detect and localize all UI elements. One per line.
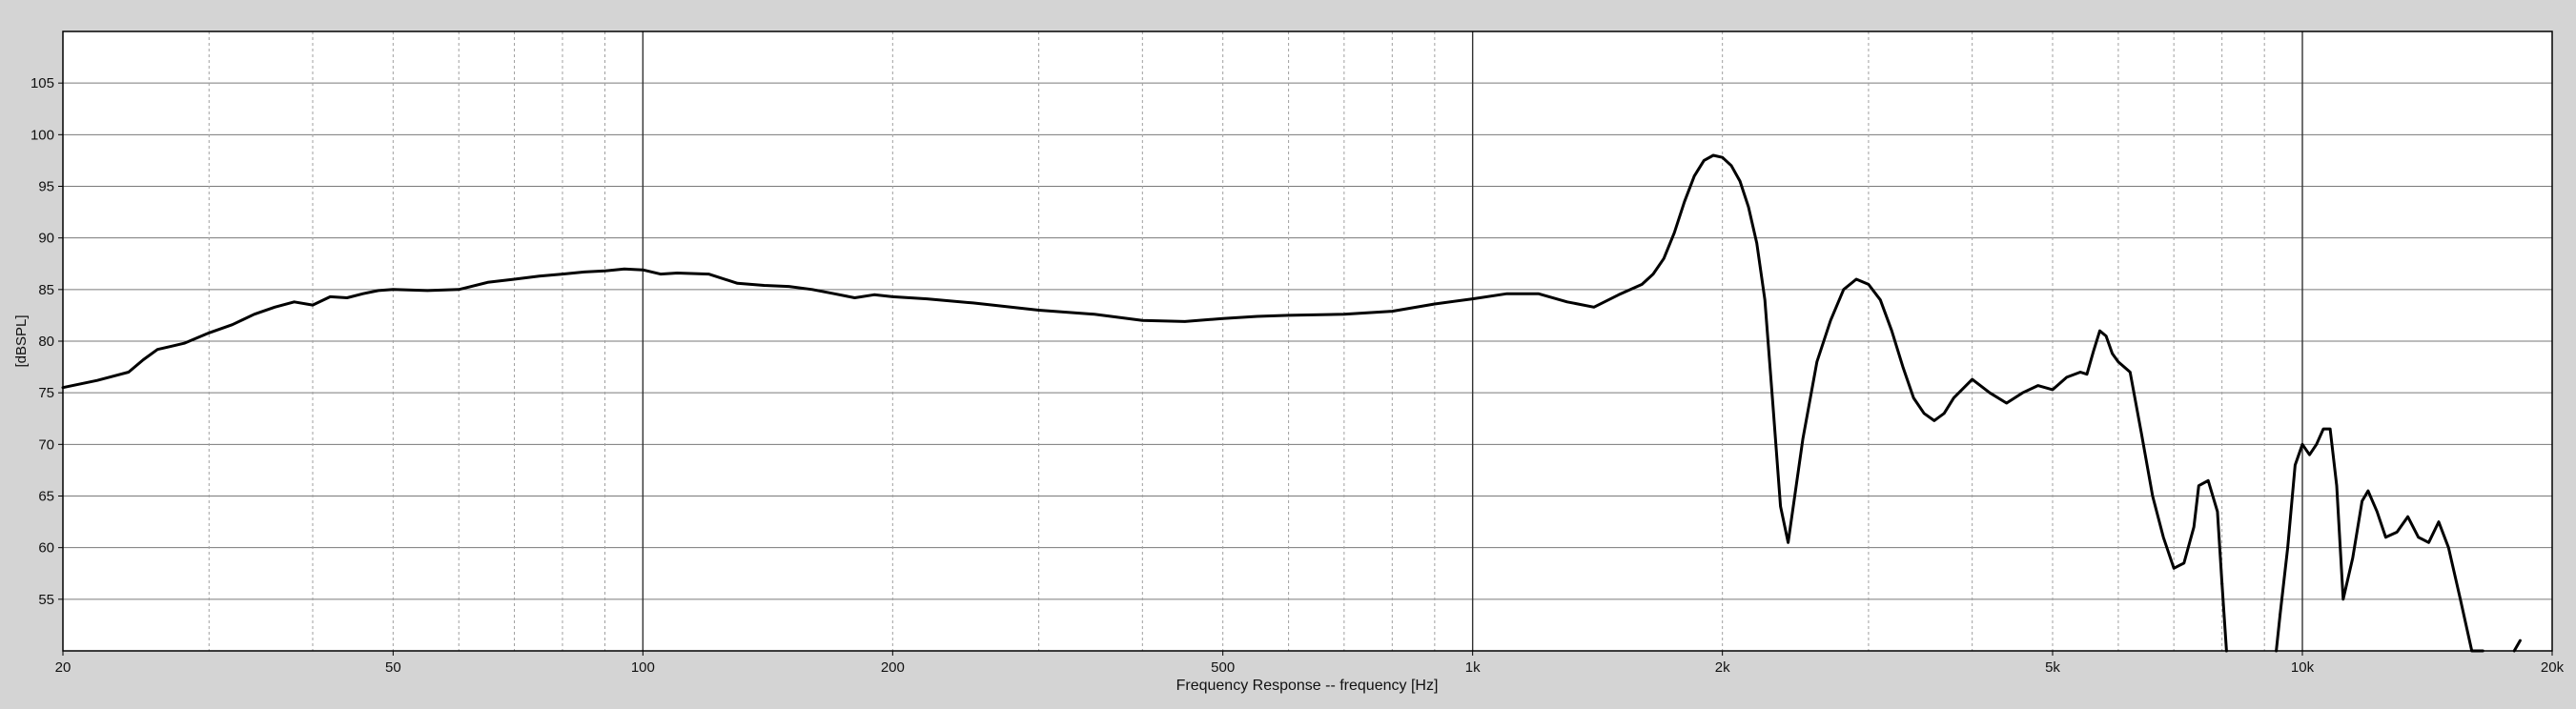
y-tick-label: 95 (38, 179, 54, 195)
y-axis-label: [dBSPL] (13, 314, 30, 367)
tick-layer: 20 50 100 200 500 1k 2k 5k 10k 20k 55 60 65 70 75 80 85 9… (31, 75, 2565, 676)
y-tick-label: 70 (38, 436, 54, 453)
y-tick-label: 105 (31, 75, 54, 91)
y-tick-label: 75 (38, 385, 54, 401)
data-layer (61, 153, 2522, 653)
y-tick-label: 60 (38, 540, 54, 557)
x-tick-label: 50 (385, 659, 401, 676)
y-tick-label: 65 (38, 489, 54, 505)
response-curve-segment-1 (61, 153, 2224, 586)
x-tick-label: 10k (2291, 659, 2315, 676)
x-tick-label: 20 (55, 659, 72, 676)
x-tick-label: 500 (1211, 659, 1235, 676)
x-tick-label: 2k (1715, 659, 1730, 676)
x-tick-label: 200 (881, 659, 905, 676)
response-curve-segment-5 (2512, 638, 2522, 653)
response-curve-segment-3 (2220, 582, 2228, 653)
y-tick-label: 90 (38, 231, 54, 247)
y-tick-label: 80 (38, 334, 54, 350)
response-curve-segment-2 (2279, 427, 2484, 653)
response-curve-segment-4 (2275, 613, 2282, 653)
x-tick-label: 100 (631, 659, 655, 676)
grid-layer (63, 31, 2552, 651)
y-tick-label: 100 (31, 127, 54, 143)
x-tick-label: 5k (2045, 659, 2060, 676)
x-tick-label: 20k (2541, 659, 2565, 676)
x-axis-label: Frequency Response -- frequency [Hz] (1176, 678, 1439, 694)
y-tick-label: 85 (38, 282, 54, 298)
x-tick-label: 1k (1465, 659, 1481, 676)
y-tick-label: 55 (38, 592, 54, 608)
